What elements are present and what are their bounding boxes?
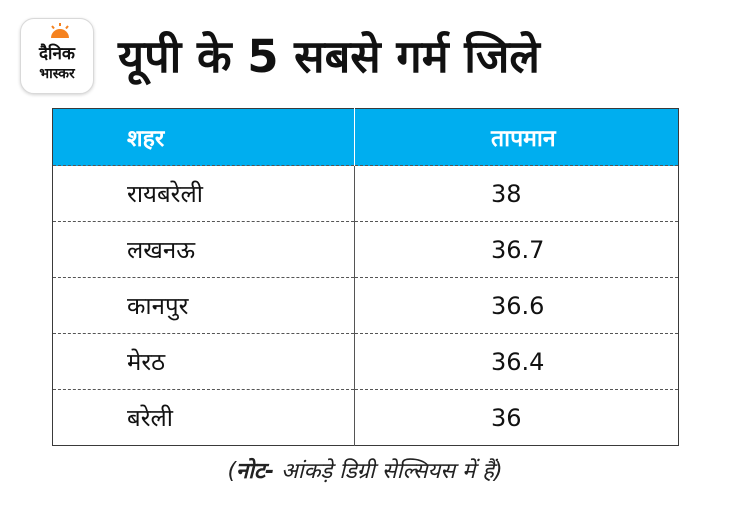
table-row: लखनऊ 36.7	[52, 221, 679, 278]
table-header-row: शहर तापमान	[52, 108, 679, 166]
logo-text-bhaskar: भास्कर	[39, 66, 75, 82]
note-label: नोट-	[236, 459, 275, 484]
note-close-paren: )	[493, 459, 503, 484]
temperature-cell: 36.6	[354, 277, 679, 334]
note-open-paren: (	[227, 459, 237, 484]
logo-text-dainik: दैनिक	[39, 44, 75, 64]
column-header-city: शहर	[52, 108, 355, 166]
table-row: रायबरेली 38	[52, 165, 679, 222]
city-cell: मेरठ	[52, 333, 355, 390]
temperature-cell: 36.4	[354, 333, 679, 390]
table-row: कानपुर 36.6	[52, 277, 679, 334]
city-cell: बरेली	[52, 389, 355, 446]
city-cell: कानपुर	[52, 277, 355, 334]
temperature-cell: 36.7	[354, 221, 679, 278]
city-cell: रायबरेली	[52, 165, 355, 222]
table-row: बरेली 36	[52, 389, 679, 446]
temperature-cell: 38	[354, 165, 679, 222]
temperature-cell: 36	[354, 389, 679, 446]
note-text: आंकड़े डिग्री सेल्सियस में हैं	[274, 459, 494, 484]
footnote: (नोट- आंकड़े डिग्री सेल्सियस में हैं)	[0, 455, 730, 485]
dainik-bhaskar-logo: दैनिक भास्कर	[20, 18, 94, 94]
city-cell: लखनऊ	[52, 221, 355, 278]
page-title: यूपी के 5 सबसे गर्म जिले	[118, 30, 540, 83]
column-header-temperature: तापमान	[354, 108, 679, 166]
table-row: मेरठ 36.4	[52, 333, 679, 390]
temperature-table: शहर तापमान रायबरेली 38 लखनऊ 36.7 कानपुर …	[52, 108, 679, 446]
sun-icon	[51, 23, 69, 38]
